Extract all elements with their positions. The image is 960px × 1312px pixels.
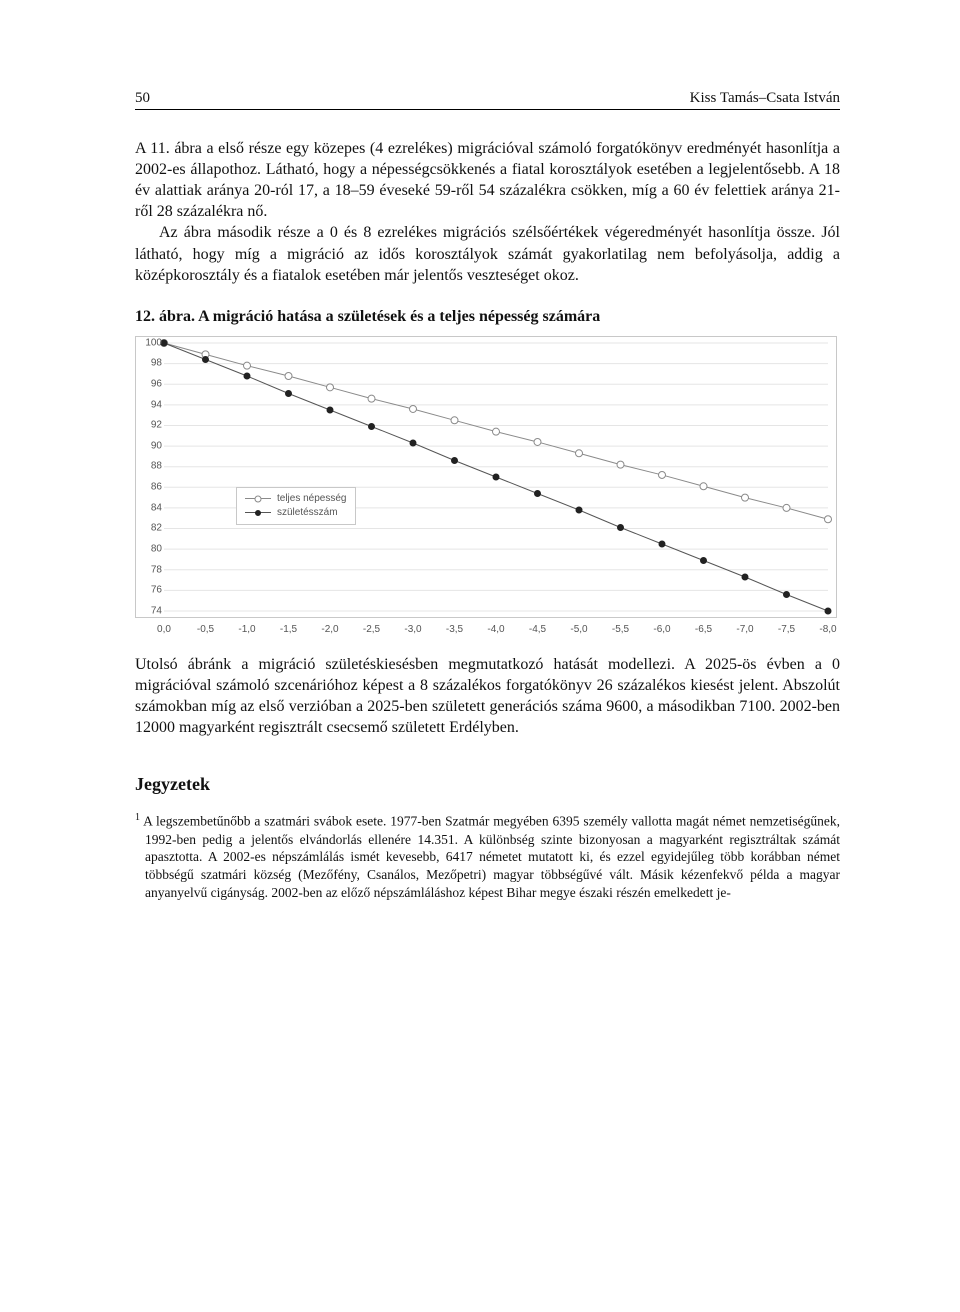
y-tick-label: 82 xyxy=(151,523,162,534)
y-tick-label: 80 xyxy=(151,543,162,554)
paragraph-1: A 11. ábra a első része egy közepes (4 e… xyxy=(135,138,840,222)
y-tick-label: 74 xyxy=(151,605,162,616)
y-tick-label: 94 xyxy=(151,399,162,410)
y-tick-label: 98 xyxy=(151,358,162,369)
x-tick-label: -6,5 xyxy=(695,624,712,635)
y-tick-label: 92 xyxy=(151,420,162,431)
x-tick-label: -3,0 xyxy=(404,624,421,635)
y-tick-label: 96 xyxy=(151,378,162,389)
x-tick-label: -5,5 xyxy=(612,624,629,635)
y-tick-label: 76 xyxy=(151,585,162,596)
x-tick-label: -7,0 xyxy=(736,624,753,635)
y-tick-label: 84 xyxy=(151,502,162,513)
paragraph-3: Utolsó ábránk a migráció születéskiesésb… xyxy=(135,654,840,738)
legend-label: teljes népesség xyxy=(277,493,347,504)
x-tick-label: -6,0 xyxy=(653,624,670,635)
x-tick-label: -2,5 xyxy=(363,624,380,635)
y-tick-label: 78 xyxy=(151,564,162,575)
footnote-1-marker: 1 xyxy=(135,812,140,823)
page-number: 50 xyxy=(135,90,150,107)
x-tick-label: -8,0 xyxy=(819,624,836,635)
x-tick-label: -1,5 xyxy=(280,624,297,635)
section-title-notes: Jegyzetek xyxy=(135,774,840,795)
x-tick-label: -4,0 xyxy=(487,624,504,635)
paragraph-2: Az ábra második része a 0 és 8 ezrelékes… xyxy=(135,222,840,285)
x-tick-label: 0,0 xyxy=(157,624,171,635)
x-tick-label: -1,0 xyxy=(238,624,255,635)
chart-legend: teljes népesség születésszám xyxy=(236,487,356,525)
y-tick-label: 88 xyxy=(151,461,162,472)
x-tick-label: -3,5 xyxy=(446,624,463,635)
x-tick-label: -0,5 xyxy=(197,624,214,635)
x-tick-label: -2,0 xyxy=(321,624,338,635)
running-title: Kiss Tamás–Csata István xyxy=(690,90,840,107)
chart-area: teljes népesség születésszám 100 98 96 94 92 9… xyxy=(135,336,837,618)
footnote-1-text: A legszembetűnőbb a szatmári svábok eset… xyxy=(143,814,840,900)
x-tick-label: -7,5 xyxy=(778,624,795,635)
y-tick-label: 86 xyxy=(151,482,162,493)
page: 50 Kiss Tamás–Csata István A 11. ábra a … xyxy=(0,0,960,1312)
y-tick-label: 90 xyxy=(151,440,162,451)
legend-label: születésszám xyxy=(277,507,338,518)
footnote-1: 1 A legszembetűnőbb a szatmári svábok es… xyxy=(135,811,840,902)
legend-item-szuletesszam: születésszám xyxy=(245,506,347,520)
figure-caption: 12. ábra. A migráció hatása a születések… xyxy=(135,308,840,326)
x-tick-label: -4,5 xyxy=(529,624,546,635)
running-head: 50 Kiss Tamás–Csata István xyxy=(135,90,840,110)
chart-svg xyxy=(136,337,836,617)
y-tick-label: 100 xyxy=(145,337,162,348)
legend-item-teljes_nepesseg: teljes népesség xyxy=(245,492,347,506)
x-tick-label: -5,0 xyxy=(570,624,587,635)
